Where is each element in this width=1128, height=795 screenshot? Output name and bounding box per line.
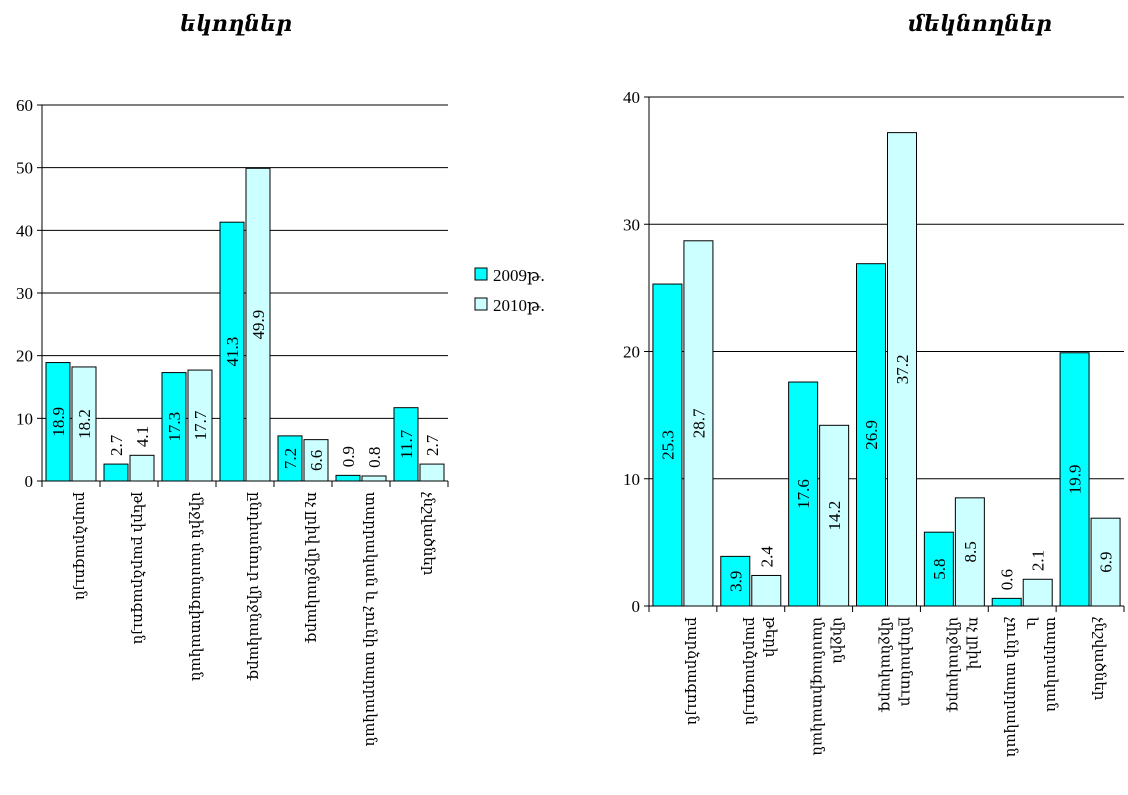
bar — [45, 362, 71, 482]
bar — [788, 381, 819, 607]
bar — [393, 407, 419, 482]
data-label: 0.6 — [998, 569, 1017, 590]
bar — [129, 454, 155, 482]
category-label: միջին մասնագիտական — [188, 492, 204, 682]
y-tick-label: 40 — [623, 88, 640, 107]
category-label: միջնակարգ — [945, 617, 961, 713]
y-tick-label: 30 — [16, 284, 33, 303]
bar — [419, 463, 445, 482]
y-tick-label: 20 — [623, 343, 640, 362]
data-label: 18.9 — [49, 407, 68, 437]
data-label: 17.7 — [191, 410, 210, 440]
chart-title-departures: մեկնողներ — [908, 11, 1052, 36]
y-tick-label: 60 — [16, 96, 33, 115]
category-label: ընդհանուր — [898, 617, 914, 707]
category-label: բարձրագույն — [684, 617, 700, 726]
chart-title-arrivals: եկողներ — [180, 11, 292, 36]
bar — [683, 240, 714, 607]
data-label: 18.2 — [75, 409, 94, 439]
data-label: 3.9 — [726, 571, 745, 592]
legend-swatch-2010 — [474, 297, 488, 311]
y-tick-label: 20 — [16, 347, 33, 366]
y-tick-label: 40 — [16, 221, 33, 240]
category-label: միջին — [830, 617, 846, 664]
bar — [303, 439, 329, 482]
category-label: մասնագիտական — [810, 617, 826, 756]
bar — [335, 474, 361, 482]
category-label: ընդհանուր միջնակարգ — [246, 492, 262, 681]
data-label: 14.2 — [825, 501, 844, 531]
y-tick-label: 10 — [16, 409, 33, 428]
category-label: թերի — [762, 617, 778, 658]
bar — [103, 463, 129, 482]
data-label: 25.3 — [658, 430, 677, 460]
y-tick-label: 10 — [623, 470, 640, 489]
category-label: տարրական — [1043, 617, 1059, 712]
data-label: 17.3 — [165, 412, 184, 442]
bar — [277, 435, 303, 482]
category-label: տարրական և չունի տարրական — [362, 492, 378, 747]
departures-chart: 01020304025.328.7բարձրագույն3.92.4թերիբա… — [623, 88, 1125, 758]
bar — [856, 263, 886, 607]
data-label: 2.1 — [1029, 550, 1048, 571]
category-label: բարձրագույն — [72, 492, 88, 601]
data-label: 2.7 — [423, 434, 442, 456]
y-tick-label: 30 — [623, 215, 640, 234]
arrivals-chart: 0 10 20 30 40 50 60 18.9 18.2 բարձրագույն 2.7 4.1 թե… — [16, 96, 449, 747]
data-label: 19.9 — [1066, 465, 1085, 495]
data-label: 28.7 — [689, 408, 708, 438]
bar — [1022, 578, 1053, 607]
bar — [245, 167, 271, 482]
bar — [652, 283, 683, 607]
data-label: 6.6 — [307, 450, 326, 471]
category-label: չնշվածներ — [420, 492, 436, 576]
data-label: 41.3 — [223, 337, 242, 367]
data-label: 6.9 — [1097, 551, 1116, 572]
data-label: 11.7 — [397, 429, 416, 459]
bar — [954, 497, 985, 607]
category-label: միջնակարգ — [878, 617, 894, 713]
data-label: 49.9 — [249, 310, 268, 340]
data-label: 0.9 — [339, 446, 358, 467]
bar — [187, 369, 213, 482]
bar — [991, 597, 1022, 607]
legend-swatch-2009 — [474, 267, 488, 281]
bar — [887, 132, 917, 607]
legend-label-2009: 2009թ. — [493, 266, 545, 285]
data-label: 2.4 — [757, 546, 776, 568]
legend-label-2010: 2010թ. — [493, 296, 545, 315]
bar — [751, 574, 782, 607]
data-label: 7.2 — [281, 448, 300, 469]
category-label: չնշվածներ — [1091, 617, 1107, 701]
data-label: 37.2 — [893, 354, 912, 384]
category-label: ոչ լրիվ — [965, 617, 981, 671]
bar — [1090, 517, 1121, 607]
y-tick-label: 0 — [632, 597, 641, 616]
data-label: 26.9 — [862, 420, 881, 450]
category-label: բարձրագույն — [742, 617, 758, 726]
category-label: թերի բարձրագույն — [130, 492, 146, 645]
category-label: ոչ լրիվ միջնակարգ — [304, 492, 320, 644]
bar — [923, 531, 954, 607]
data-label: 0.8 — [365, 447, 384, 468]
data-label: 17.6 — [794, 479, 813, 509]
bar — [1059, 352, 1090, 607]
y-tick-label: 50 — [16, 159, 33, 178]
bar — [819, 424, 850, 607]
bar — [361, 475, 387, 482]
data-label: 8.5 — [961, 541, 980, 562]
bar — [219, 221, 245, 482]
bar — [720, 555, 751, 607]
bar — [71, 366, 97, 482]
data-label: 2.7 — [107, 434, 126, 456]
data-label: 4.1 — [133, 426, 152, 447]
category-label: չունի տարրական — [1003, 617, 1019, 758]
category-label: և — [1023, 617, 1039, 630]
y-tick-label: 0 — [25, 472, 34, 491]
data-label: 5.8 — [930, 558, 949, 579]
legend: 2009թ. 2010թ. — [474, 266, 545, 315]
bar — [161, 372, 187, 482]
